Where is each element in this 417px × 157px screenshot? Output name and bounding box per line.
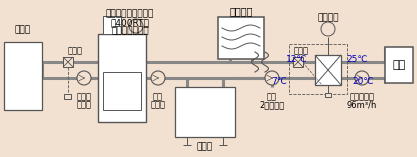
Circle shape — [321, 22, 335, 36]
Bar — [315, 55, 341, 85]
Text: 三方弁: 三方弁 — [294, 46, 309, 56]
Text: 25℃: 25℃ — [346, 56, 367, 65]
Text: 冷水: 冷水 — [267, 92, 277, 101]
Text: （400RT）: （400RT） — [111, 19, 149, 27]
Bar — [218, 17, 264, 59]
Text: ポンプ: ポンプ — [76, 100, 91, 109]
Bar — [293, 57, 303, 67]
Bar — [289, 44, 347, 94]
Bar — [385, 47, 413, 83]
Text: ポンプ: ポンプ — [151, 100, 166, 109]
Text: 負荷: 負荷 — [392, 60, 406, 70]
Text: ヘビーロード型: ヘビーロード型 — [111, 27, 149, 35]
Text: 冷却水: 冷却水 — [76, 92, 91, 101]
Text: 冷水槽: 冷水槽 — [197, 143, 213, 152]
Text: ガス焚吸収冷温水機: ガス焚吸収冷温水機 — [106, 10, 154, 19]
Text: 冷却塔: 冷却塔 — [15, 25, 31, 34]
Text: 空調負荷: 空調負荷 — [229, 6, 253, 16]
Bar — [4, 42, 42, 110]
Bar — [103, 72, 141, 110]
Bar — [65, 94, 71, 99]
Circle shape — [355, 71, 369, 85]
Circle shape — [265, 71, 279, 85]
Text: 12℃: 12℃ — [286, 56, 307, 65]
Bar — [63, 57, 73, 67]
Text: 20℃: 20℃ — [352, 78, 374, 87]
Text: 循環ポンプ: 循環ポンプ — [349, 92, 374, 101]
Text: 冷水: 冷水 — [153, 92, 163, 101]
Text: 三方弁: 三方弁 — [68, 46, 83, 56]
Circle shape — [77, 71, 91, 85]
Bar — [103, 16, 121, 34]
Text: 炱交換器: 炱交換器 — [317, 14, 339, 22]
Text: 7℃: 7℃ — [271, 78, 287, 87]
Circle shape — [129, 19, 143, 33]
Text: 96m³/h: 96m³/h — [347, 100, 377, 109]
Bar — [98, 34, 146, 122]
Text: 2次ポンプ: 2次ポンプ — [259, 100, 285, 109]
Circle shape — [151, 71, 165, 85]
Bar — [175, 87, 235, 137]
Bar — [325, 93, 331, 97]
